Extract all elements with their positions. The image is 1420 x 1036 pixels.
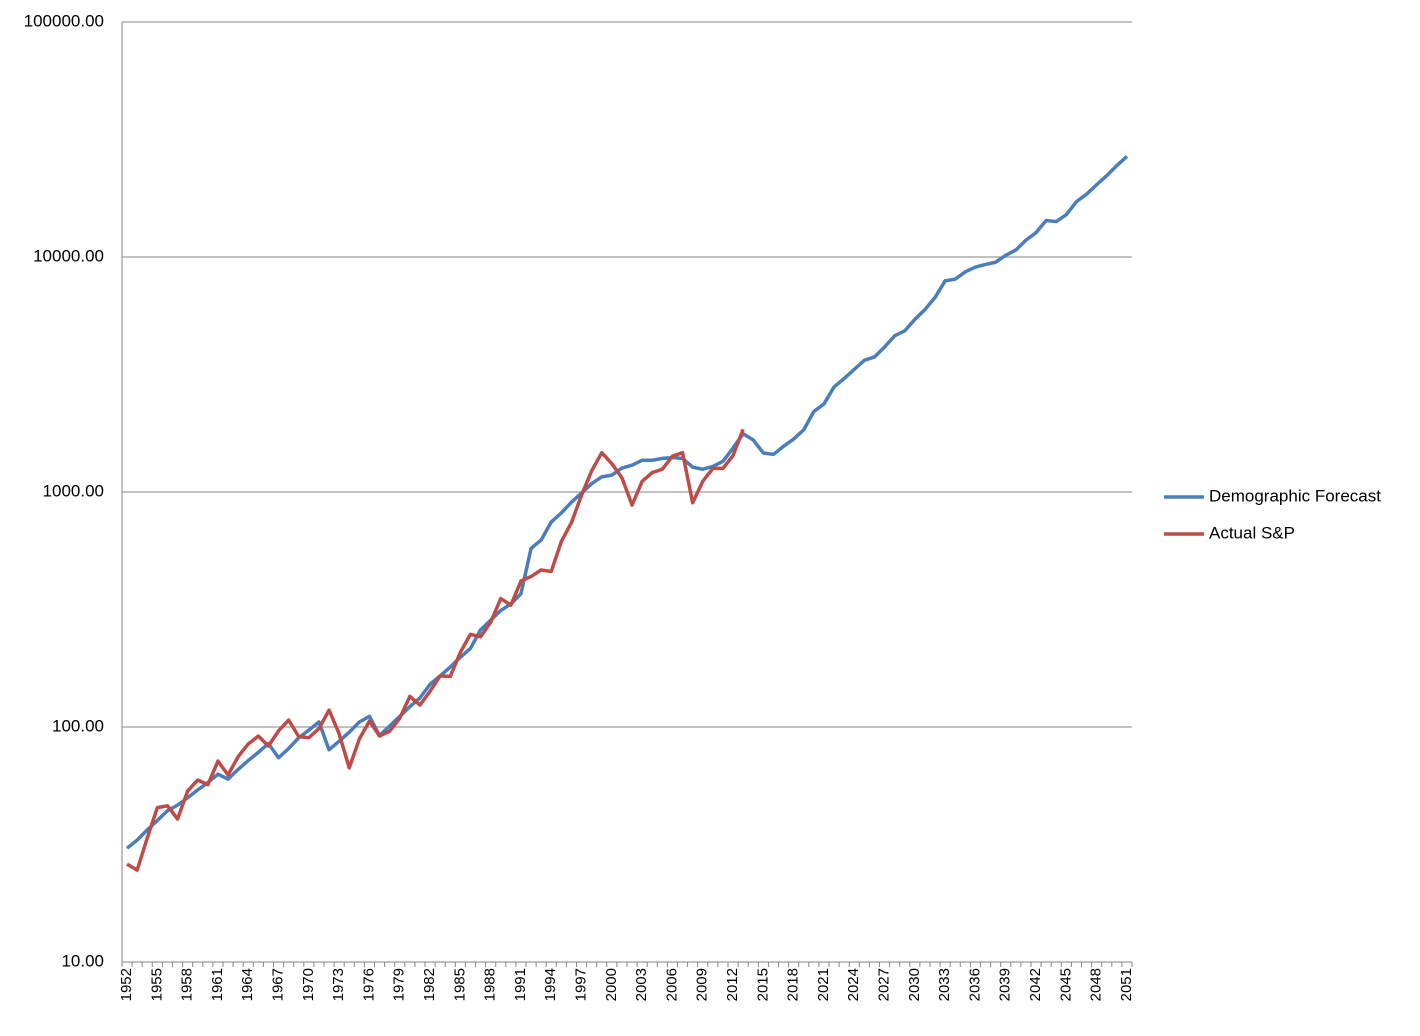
x-tick-label: 1991 (512, 968, 529, 1001)
y-tick-label: 100000.00 (24, 11, 104, 30)
x-tick-label: 2018 (785, 968, 802, 1001)
x-tick-label: 1982 (421, 968, 438, 1001)
x-tick-label: 2033 (936, 968, 953, 1001)
x-tick-label: 1976 (360, 968, 377, 1001)
x-tick-label: 1952 (118, 968, 135, 1001)
x-tick-label: 2051 (1118, 968, 1135, 1001)
x-tick-label: 1985 (451, 968, 468, 1001)
x-tick-label: 2039 (997, 968, 1014, 1001)
x-tick-label: 2042 (1027, 968, 1044, 1001)
x-tick-label: 1970 (300, 968, 317, 1001)
x-tick-label: 2003 (633, 968, 650, 1001)
x-tick-label: 2006 (663, 968, 680, 1001)
legend-label: Demographic Forecast (1209, 486, 1381, 505)
x-tick-label: 2024 (845, 968, 862, 1001)
x-tick-label: 1979 (391, 968, 408, 1001)
x-tick-label: 1958 (179, 968, 196, 1001)
x-tick-label: 2045 (1057, 968, 1074, 1001)
x-tick-label: 1973 (330, 968, 347, 1001)
y-tick-label: 1000.00 (43, 481, 104, 500)
x-tick-label: 2015 (754, 968, 771, 1001)
y-tick-label: 10.00 (61, 951, 104, 970)
series-line (126, 428, 745, 872)
x-tick-label: 2009 (694, 968, 711, 1001)
x-tick-label: 1988 (482, 968, 499, 1001)
x-tick-label: 2048 (1088, 968, 1105, 1001)
x-tick-label: 1961 (209, 968, 226, 1001)
x-tick-label: 2012 (724, 968, 741, 1001)
y-tick-label: 10000.00 (33, 246, 104, 265)
legend-label: Actual S&P (1209, 523, 1295, 542)
x-tick-label: 2030 (906, 968, 923, 1001)
x-tick-label: 1967 (270, 968, 287, 1001)
x-tick-label: 1964 (239, 968, 256, 1001)
x-tick-label: 1997 (573, 968, 590, 1001)
x-tick-label: 2021 (815, 968, 832, 1001)
x-tick-label: 1994 (542, 968, 559, 1001)
y-tick-label: 100.00 (52, 716, 104, 735)
series-line (125, 155, 1129, 850)
x-tick-label: 2000 (603, 968, 620, 1001)
x-tick-label: 2036 (966, 968, 983, 1001)
x-tick-label: 1955 (148, 968, 165, 1001)
x-tick-label: 2027 (876, 968, 893, 1001)
